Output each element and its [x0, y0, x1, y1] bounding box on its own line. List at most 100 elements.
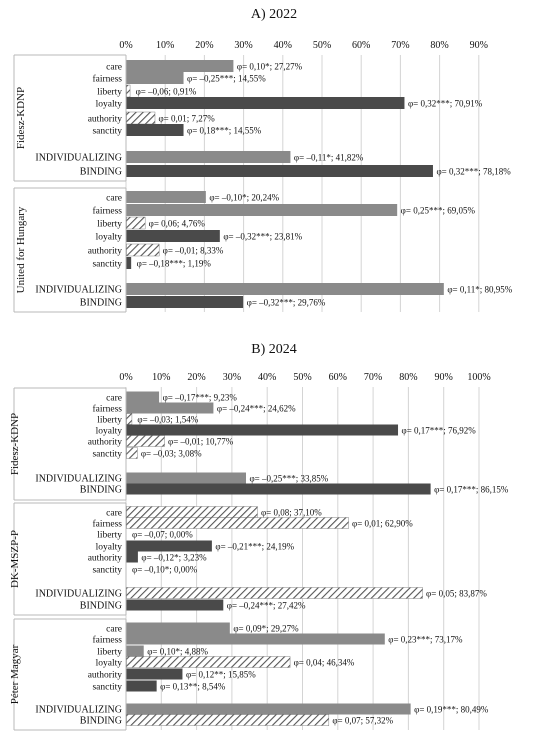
category-label: INDIVIDUALIZING: [35, 285, 122, 296]
bar-annotation: φ= –0,03; 1,54%: [137, 415, 198, 425]
chart-title: B) 2024: [251, 342, 297, 357]
category-label: fairness: [92, 206, 122, 217]
bar-p-ter-magyar-authority: [126, 668, 183, 680]
bar-annotation: φ= 0,04; 46,34%: [294, 658, 355, 668]
bar-annotation: φ= –0,10*; 0,00%: [132, 565, 198, 575]
chart-panel-2022: A) 2022 0% 10% 20% 30% 40% 50% 60% 70% 80% 90% Fide…: [13, 7, 513, 313]
category-label: fairness: [92, 635, 122, 646]
bar-annotation: φ= –0,32***; 23,81%: [223, 232, 302, 242]
category-label: fairness: [92, 519, 122, 530]
x-tick-label: 0%: [119, 40, 132, 51]
category-label: INDIVIDUALIZING: [35, 589, 122, 600]
category-label: INDIVIDUALIZING: [35, 474, 122, 485]
x-tick-label: 10%: [152, 372, 170, 383]
bar-annotation: φ= –0,07; 0,00%: [132, 530, 193, 540]
bar-annotation: φ= 0,23***; 73,17%: [388, 635, 463, 645]
category-label: BINDING: [80, 167, 122, 178]
group-label-fidesz-kdnp: Fidesz-KDNP: [15, 87, 27, 149]
bar-fidesz-kdnp-sanctity: [126, 447, 138, 459]
group-label-fidesz-kdnp: Fidesz-KDNP: [9, 413, 21, 475]
bar-fidesz-kdnp-individualizing: [126, 472, 246, 484]
group-label-united-for-hungary: United for Hungary: [15, 206, 27, 293]
bar-annotation: φ= –0,24***; 27,42%: [227, 601, 306, 611]
bar-annotation: φ= 0,19***; 80,49%: [414, 705, 489, 715]
bar-annotation: φ= –0,06; 0,91%: [136, 87, 197, 97]
category-label: loyalty: [96, 543, 123, 553]
category-label: sanctity: [92, 260, 122, 270]
bar-annotation: φ= –0,11*; 41,82%: [294, 153, 364, 163]
x-tick-label: 80%: [399, 372, 417, 383]
category-label: liberty: [97, 416, 122, 426]
bar-p-ter-magyar-individualizing: [126, 703, 411, 715]
bar-annotation: φ= 0,10*; 27,27%: [237, 62, 303, 72]
bar-annotation: φ= 0,06; 4,76%: [149, 219, 206, 229]
x-tick-label: 30%: [223, 372, 241, 383]
bar-annotation: φ= 0,32***; 70,91%: [408, 99, 483, 109]
bar-dk-mszp-p-care: [126, 506, 258, 518]
bar-annotation: φ= –0,25***; 14,55%: [187, 74, 266, 84]
category-label: care: [106, 509, 122, 519]
group-label-p-ter-magyar: Péter Magyar: [9, 644, 21, 704]
category-label: BINDING: [80, 298, 122, 309]
bar-annotation: φ= 0,09*; 29,27%: [233, 624, 299, 634]
category-label: liberty: [97, 531, 122, 541]
x-tick-label: 60%: [352, 40, 370, 51]
x-tick-label: 90%: [435, 372, 453, 383]
category-label: care: [106, 625, 122, 635]
bar-united-for-hungary-individualizing: [126, 283, 444, 295]
bar-united-for-hungary-loyalty: [126, 230, 220, 242]
bar-fidesz-kdnp-sanctity: [126, 124, 184, 136]
bar-annotation: φ= 0,32***; 78,18%: [436, 167, 511, 177]
category-label: authority: [88, 247, 123, 257]
bar-p-ter-magyar-care: [126, 622, 230, 634]
category-label: liberty: [97, 88, 122, 98]
category-label: loyalty: [96, 100, 123, 110]
bar-annotation: φ= 0,07; 57,32%: [332, 716, 393, 726]
category-label: sanctity: [92, 127, 122, 137]
bar-p-ter-magyar-binding: [126, 714, 330, 726]
bar-annotation: φ= 0,17***; 76,92%: [402, 426, 477, 436]
bar-annotation: φ= –0,17***; 9,23%: [163, 393, 238, 403]
bar-united-for-hungary-sanctity: [126, 257, 132, 269]
bar-united-for-hungary-binding: [126, 296, 244, 308]
bar-p-ter-magyar-loyalty: [126, 656, 291, 668]
x-tick-label: 100%: [467, 372, 490, 383]
x-tick-label: 70%: [364, 372, 382, 383]
chart-panel-2024: B) 2024 0% 10% 20% 30% 40% 50% 60% 70% 80% 90% 100%…: [9, 342, 509, 731]
bar-annotation: φ= 0,25***; 69,05%: [401, 206, 476, 216]
bar-fidesz-kdnp-fairness: [126, 402, 214, 414]
category-label: care: [106, 394, 122, 404]
bar-fidesz-kdnp-fairness: [126, 72, 184, 84]
bar-fidesz-kdnp-loyalty: [126, 97, 405, 109]
category-label: loyalty: [96, 427, 123, 437]
bar-fidesz-kdnp-liberty: [126, 84, 131, 98]
bar-annotation: φ= –0,24***; 24,62%: [217, 404, 296, 414]
bar-p-ter-magyar-liberty: [126, 645, 144, 657]
bar-united-for-hungary-fairness: [126, 204, 398, 216]
bar-p-ter-magyar-sanctity: [126, 680, 157, 692]
bar-dk-mszp-p-individualizing: [126, 587, 423, 599]
category-label: liberty: [97, 648, 122, 658]
bar-annotation: φ= –0,21***; 24,19%: [215, 542, 294, 552]
bar-annotation: φ= 0,13**; 8,54%: [160, 682, 226, 692]
bar-fidesz-kdnp-care: [126, 391, 160, 403]
bar-annotation: φ= –0,03; 3,08%: [141, 449, 202, 459]
bar-fidesz-kdnp-binding: [126, 483, 431, 495]
bar-fidesz-kdnp-loyalty: [126, 424, 399, 436]
bar-annotation: φ= –0,18***; 1,19%: [137, 259, 212, 269]
bar-annotation: φ= –0,01; 10,77%: [168, 437, 234, 447]
x-tick-label: 50%: [293, 372, 311, 383]
category-label: loyalty: [96, 659, 123, 669]
x-tick-label: 40%: [274, 40, 292, 51]
bar-united-for-hungary-care: [126, 191, 206, 203]
bar-annotation: φ= –0,25***; 33,85%: [249, 474, 328, 484]
category-label: INDIVIDUALIZING: [35, 705, 122, 716]
category-label: authority: [88, 671, 123, 681]
bar-annotation: φ= 0,01; 7,27%: [158, 114, 215, 124]
group-label-dk-mszp-p: DK-MSZP-P: [9, 530, 21, 588]
category-label: sanctity: [92, 566, 122, 576]
category-label: care: [106, 63, 122, 73]
x-tick-label: 90%: [470, 40, 488, 51]
bar-fidesz-kdnp-authority: [126, 111, 156, 125]
bar-p-ter-magyar-fairness: [126, 633, 385, 645]
